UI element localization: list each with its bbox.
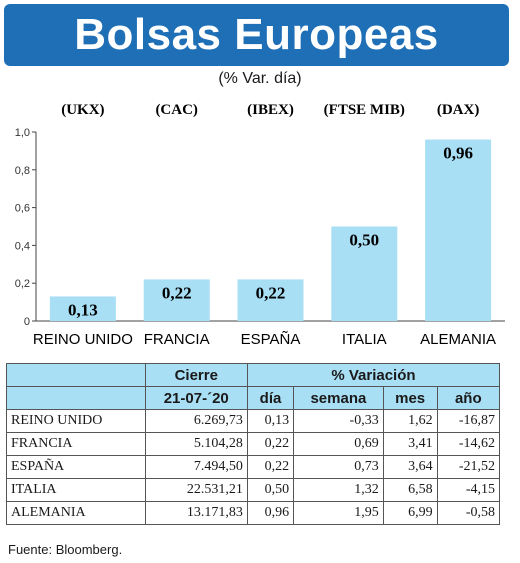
header-anio: año [436, 386, 501, 410]
row-name: REINO UNIDO [6, 409, 146, 433]
row-semana: 1,95 [293, 501, 384, 525]
y-tick-label: 0 [24, 316, 30, 328]
bar [425, 139, 492, 321]
bar-chart: 0 0,2 0,4 0,6 0,8 1,0 0,13 (UKX) REINO UNIDO 0,22… [15, 102, 505, 348]
bar-value-label: 0,50 [349, 231, 379, 250]
row-dia: 0,50 [246, 478, 295, 502]
row-mes: 6,58 [382, 478, 438, 502]
row-dia: 0,22 [246, 432, 295, 456]
row-dia: 0,13 [246, 409, 295, 433]
title-banner: Bolsas Europeas [4, 4, 509, 66]
header-semana: semana [293, 386, 384, 410]
row-anio: -21,52 [436, 455, 501, 479]
index-code-label: (DAX) [437, 102, 480, 118]
header-blank [6, 363, 146, 387]
table-row: ESPAÑA 7.494,50 0,22 0,73 3,64 -21,52 [6, 455, 501, 479]
row-anio: -14,62 [436, 432, 501, 456]
index-code-label: (UKX) [61, 102, 104, 118]
bar-value-label: 0,96 [443, 144, 473, 163]
bar-value-label: 0,13 [68, 300, 98, 319]
row-mes: 3,64 [382, 455, 438, 479]
index-code-label: (IBEX) [247, 102, 294, 118]
chart-title: Bolsas Europeas [74, 10, 439, 59]
y-tick-label: 0,6 [15, 203, 30, 215]
row-semana: 0,69 [293, 432, 384, 456]
x-category-label: ALEMANIA [420, 331, 496, 348]
x-category-label: ESPAÑA [241, 331, 301, 348]
row-semana: 0,73 [293, 455, 384, 479]
index-code-label: (CAC) [155, 102, 198, 118]
data-table: Cierre % Variación 21-07-´20 día semana … [6, 363, 501, 525]
row-semana: -0,33 [293, 409, 384, 433]
row-cierre: 22.531,21 [144, 478, 248, 502]
row-anio: -4,15 [436, 478, 501, 502]
y-tick-label: 0,4 [15, 240, 30, 252]
row-cierre: 7.494,50 [144, 455, 248, 479]
y-tick-label: 1,0 [15, 127, 30, 139]
x-category-label: REINO UNIDO [33, 331, 133, 348]
header-date: 21-07-´20 [144, 386, 248, 410]
header-blank-2 [6, 386, 146, 410]
row-mes: 1,62 [382, 409, 438, 433]
row-mes: 3,41 [382, 432, 438, 456]
row-cierre: 13.171,83 [144, 501, 248, 525]
row-mes: 6,99 [382, 501, 438, 525]
table-row: ALEMANIA 13.171,83 0,96 1,95 6,99 -0,58 [6, 501, 501, 525]
row-name: FRANCIA [6, 432, 146, 456]
header-dia: día [246, 386, 295, 410]
bar [143, 279, 210, 321]
row-name: ESPAÑA [6, 455, 146, 479]
x-category-label: FRANCIA [144, 331, 210, 348]
row-dia: 0,22 [246, 455, 295, 479]
bar [331, 226, 398, 321]
bar-value-label: 0,22 [256, 283, 286, 302]
row-name: ALEMANIA [6, 501, 146, 525]
x-category-label: ITALIA [342, 331, 387, 348]
source-note: Fuente: Bloomberg. [8, 542, 123, 557]
table-row: ITALIA 22.531,21 0,50 1,32 6,58 -4,15 [6, 478, 501, 502]
index-code-label: (FTSE MIB) [324, 102, 405, 118]
bar [237, 279, 304, 321]
row-name: ITALIA [6, 478, 146, 502]
row-anio: -0,58 [436, 501, 501, 525]
table-row: FRANCIA 5.104,28 0,22 0,69 3,41 -14,62 [6, 432, 501, 456]
y-tick-label: 0,8 [15, 165, 30, 177]
row-anio: -16,87 [436, 409, 501, 433]
table-row: REINO UNIDO 6.269,73 0,13 -0,33 1,62 -16,87 [6, 409, 501, 433]
y-tick-label: 0,2 [15, 278, 30, 290]
chart-subtitle: (% Var. día) [218, 70, 302, 87]
header-mes: mes [382, 386, 438, 410]
row-dia: 0,96 [246, 501, 295, 525]
bar-value-label: 0,22 [162, 283, 192, 302]
header-cierre: Cierre [144, 363, 248, 387]
row-cierre: 6.269,73 [144, 409, 248, 433]
header-variacion: % Variación [246, 363, 501, 387]
row-semana: 1,32 [293, 478, 384, 502]
row-cierre: 5.104,28 [144, 432, 248, 456]
bar [49, 296, 116, 321]
